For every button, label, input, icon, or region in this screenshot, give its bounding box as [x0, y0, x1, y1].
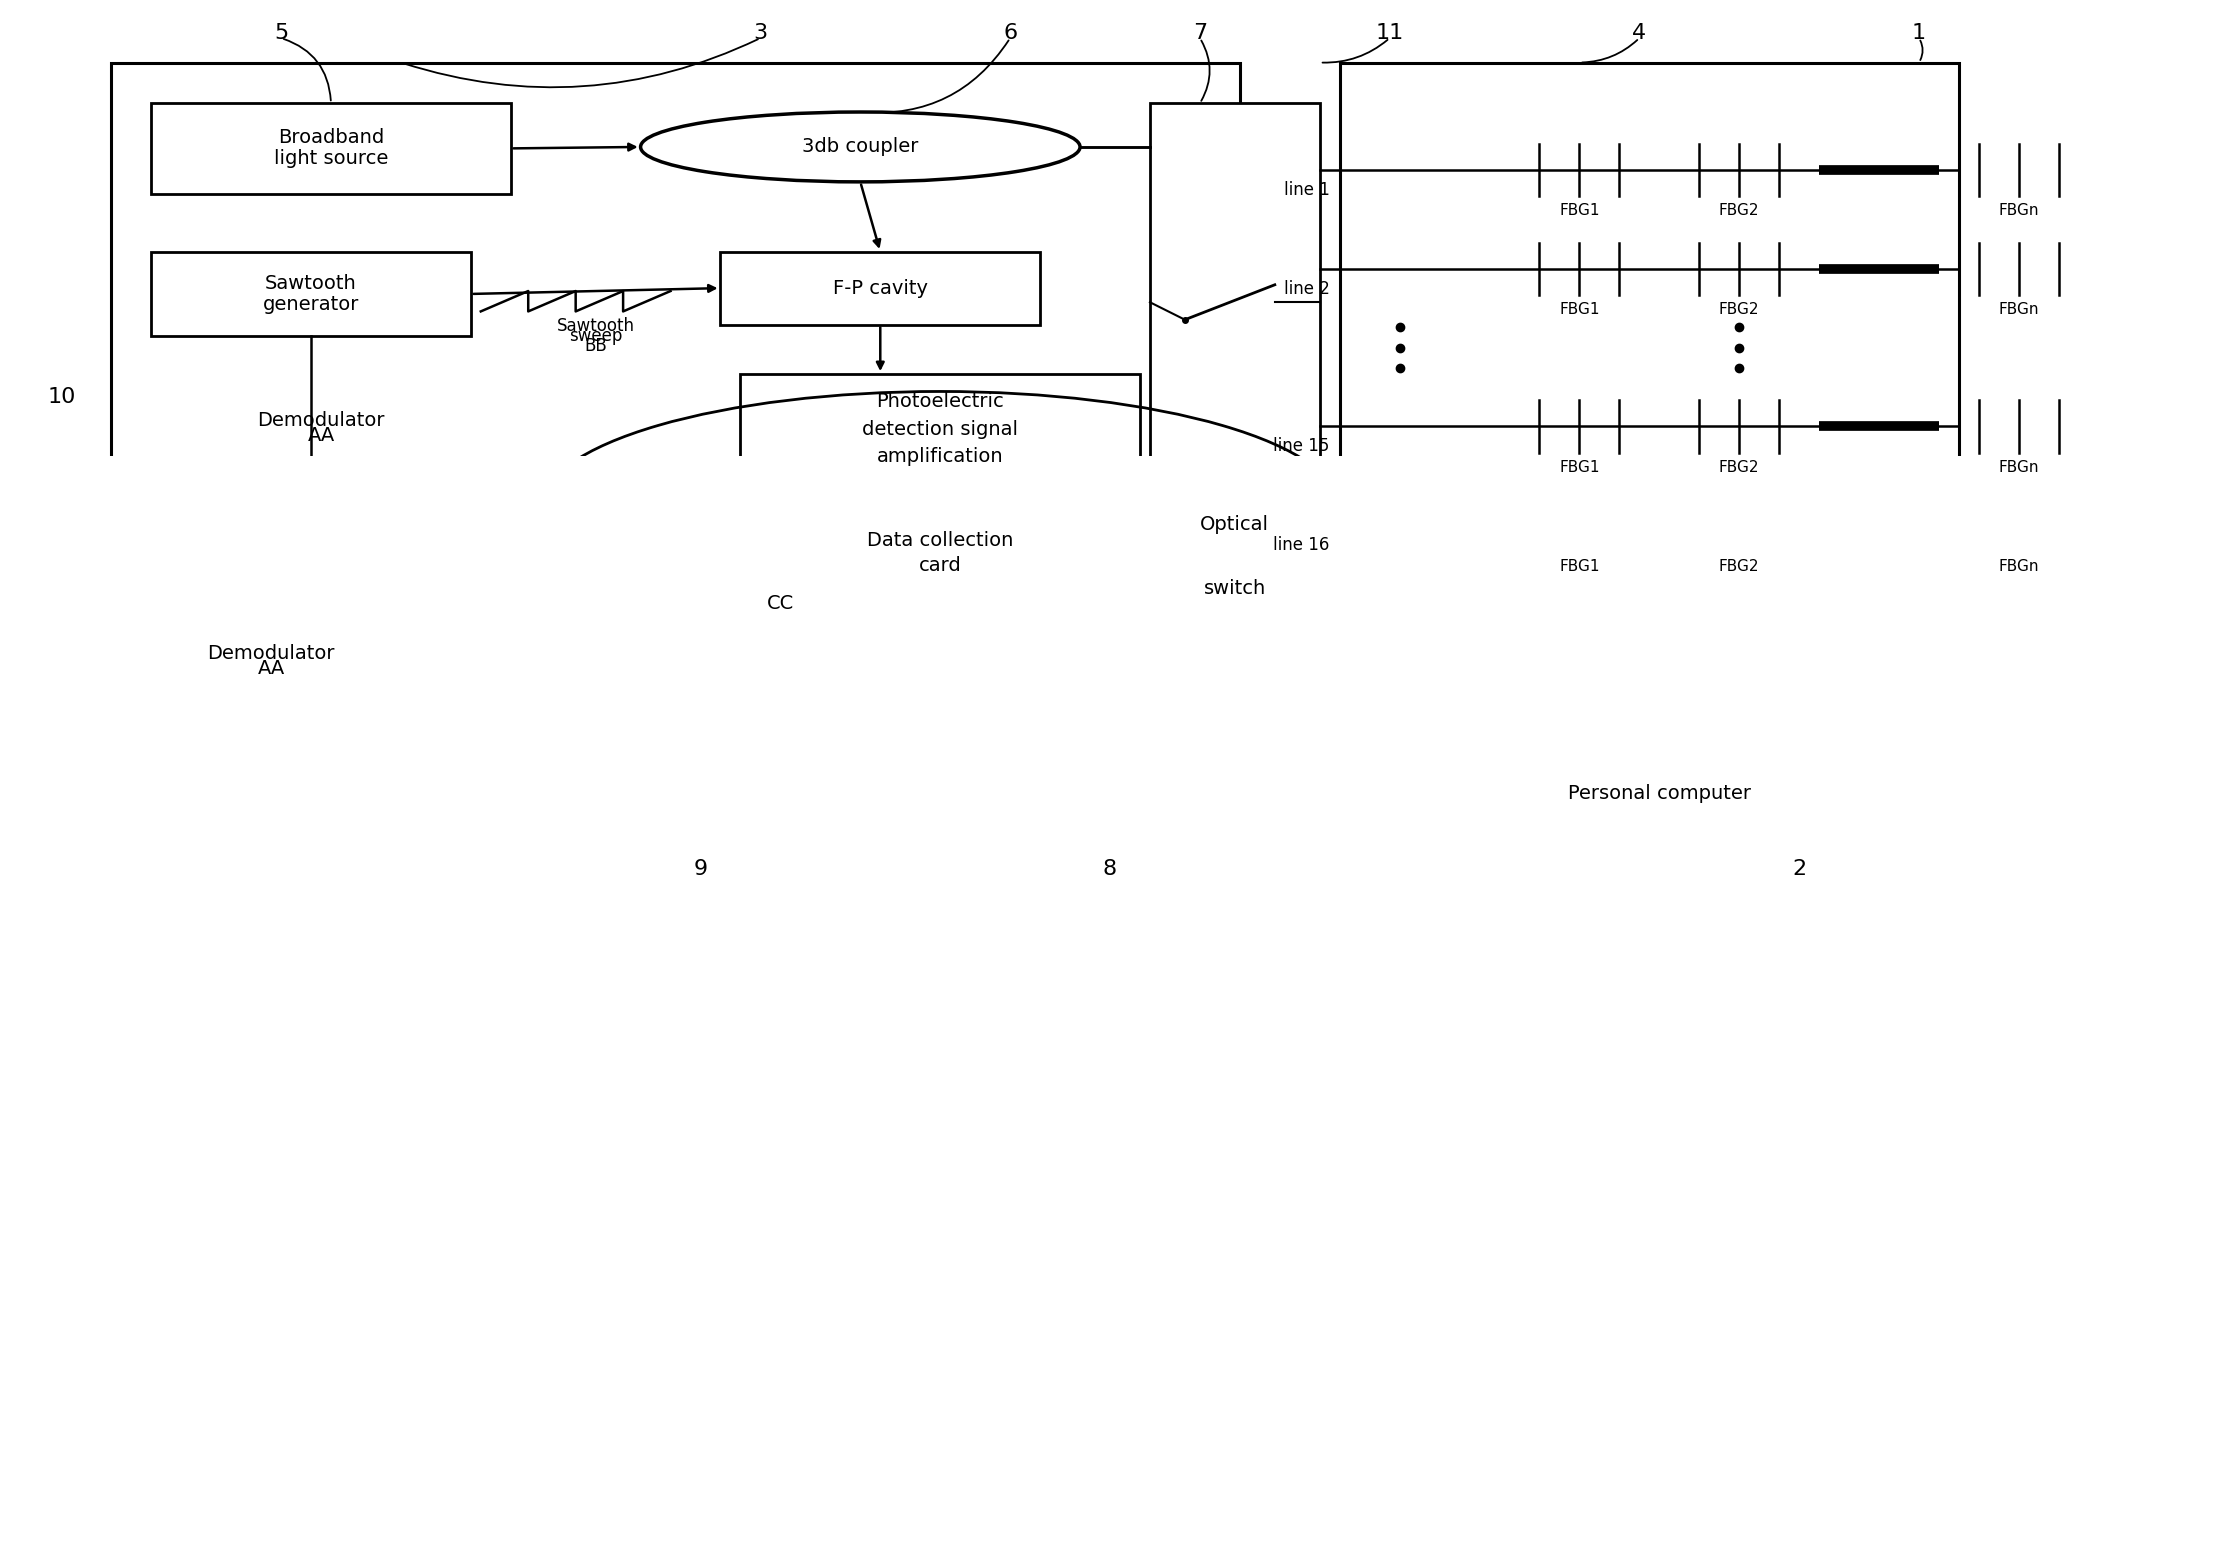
Text: 3: 3 [753, 23, 767, 44]
Bar [111, 62, 1239, 688]
Text: line 16: line 16 [1274, 535, 1330, 554]
Bar [151, 103, 510, 194]
Text: generator: generator [264, 295, 359, 314]
Text: AA: AA [257, 659, 284, 677]
Text: FBG1: FBG1 [1560, 203, 1600, 219]
Text: CC: CC [767, 593, 793, 613]
Ellipse shape [640, 112, 1079, 183]
Bar [740, 375, 1139, 484]
Text: line 2: line 2 [1283, 279, 1330, 298]
Text: FBGn: FBGn [1999, 203, 2039, 219]
Text: FBGn: FBGn [1999, 303, 2039, 317]
Text: 1: 1 [1912, 23, 1926, 44]
Text: Optical: Optical [1201, 515, 1270, 534]
Text: Sawtooth: Sawtooth [556, 317, 634, 336]
Text: Demodulator: Demodulator [208, 645, 335, 663]
Text: amplification: amplification [878, 448, 1004, 467]
Text: FBG2: FBG2 [1720, 459, 1760, 475]
Text: FBG1: FBG1 [1560, 559, 1600, 573]
Text: Data collection: Data collection [866, 531, 1013, 549]
Text: BB: BB [585, 337, 607, 354]
Bar [1341, 62, 1959, 688]
Text: 3db coupler: 3db coupler [802, 137, 917, 156]
Bar [1150, 103, 1321, 688]
Text: detection signal: detection signal [862, 420, 1017, 439]
Bar [720, 251, 1039, 325]
Text: 7: 7 [1192, 23, 1208, 44]
Text: 9: 9 [694, 859, 707, 879]
Text: Personal computer: Personal computer [1567, 784, 1751, 802]
Text: card: card [920, 556, 962, 574]
Bar [151, 251, 470, 336]
Text: 6: 6 [1004, 23, 1017, 44]
Text: FBG2: FBG2 [1720, 559, 1760, 573]
Text: Demodulator: Demodulator [257, 411, 386, 431]
Bar [1361, 741, 1959, 846]
Text: 10: 10 [47, 387, 75, 407]
Text: F-P cavity: F-P cavity [833, 278, 929, 298]
Text: line 1: line 1 [1283, 181, 1330, 198]
Text: FBG2: FBG2 [1720, 303, 1760, 317]
Bar [740, 514, 1139, 590]
Text: FBG1: FBG1 [1560, 303, 1600, 317]
Text: FBGn: FBGn [1999, 559, 2039, 573]
Text: line 15: line 15 [1274, 437, 1330, 454]
Text: Sawtooth: Sawtooth [266, 275, 357, 293]
Text: 8: 8 [1104, 859, 1117, 879]
Text: 11: 11 [1376, 23, 1403, 44]
Text: 2: 2 [1793, 859, 1806, 879]
Text: 4: 4 [1633, 23, 1646, 44]
Text: light source: light source [275, 150, 388, 169]
Text: switch: switch [1203, 579, 1265, 598]
Text: AA: AA [308, 426, 335, 445]
Text: FBG1: FBG1 [1560, 459, 1600, 475]
Text: FBGn: FBGn [1999, 459, 2039, 475]
Text: 5: 5 [275, 23, 288, 44]
Text: sweep: sweep [570, 326, 623, 345]
Text: Broadband: Broadband [277, 128, 383, 147]
Text: Photoelectric: Photoelectric [875, 392, 1004, 411]
Text: FBG2: FBG2 [1720, 203, 1760, 219]
